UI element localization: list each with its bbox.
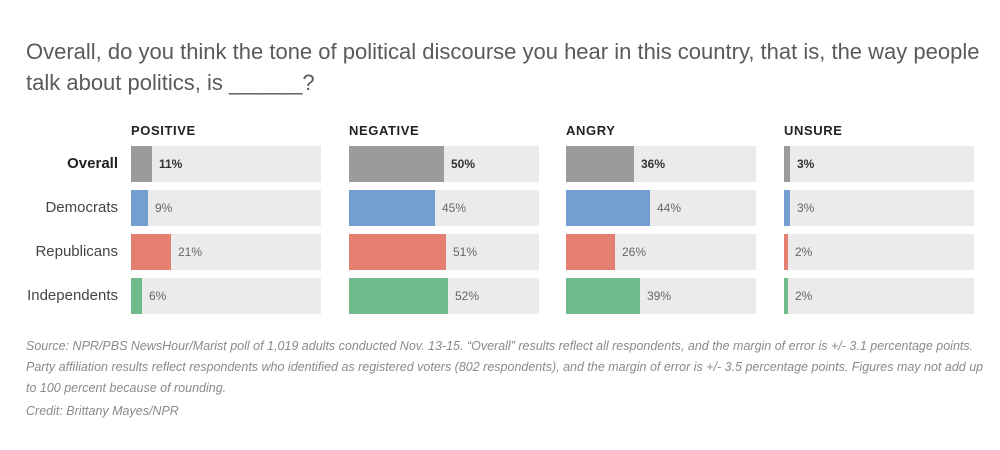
credit-note: Credit: Brittany Mayes/NPR bbox=[26, 404, 179, 418]
row-label-democrats: Democrats bbox=[45, 199, 118, 216]
data-label-negative-democrats: 45% bbox=[442, 201, 467, 215]
bar-track-unsure-republicans: 2% bbox=[784, 234, 974, 270]
bar-track-unsure-independents: 2% bbox=[784, 278, 974, 314]
bar-negative-democrats bbox=[349, 190, 435, 226]
bar-angry-independents bbox=[566, 278, 640, 314]
bar-angry-overall bbox=[566, 146, 634, 182]
bar-positive-democrats bbox=[131, 190, 148, 226]
data-label-angry-democrats: 44% bbox=[657, 201, 682, 215]
bar-track-negative-republicans: 51% bbox=[349, 234, 539, 270]
source-note: Source: NPR/PBS NewsHour/Marist poll of … bbox=[26, 339, 984, 395]
bar-negative-overall bbox=[349, 146, 444, 182]
data-label-positive-democrats: 9% bbox=[155, 201, 173, 215]
bar-track-angry-democrats: 44% bbox=[566, 190, 756, 226]
bar-unsure-republicans bbox=[784, 234, 788, 270]
data-label-positive-independents: 6% bbox=[149, 289, 167, 303]
bar-track-negative-overall: 50% bbox=[349, 146, 539, 182]
bar-track-positive-overall: 11% bbox=[131, 146, 321, 182]
data-label-positive-overall: 11% bbox=[159, 157, 183, 171]
data-label-unsure-independents: 2% bbox=[795, 289, 813, 303]
data-label-unsure-democrats: 3% bbox=[797, 201, 815, 215]
panel-header-negative: NEGATIVE bbox=[349, 123, 420, 138]
data-label-unsure-overall: 3% bbox=[797, 157, 815, 171]
bar-chart: Overall Democrats Republicans Independents P… bbox=[27, 123, 974, 314]
bar-unsure-independents bbox=[784, 278, 788, 314]
bar-track-angry-republicans: 26% bbox=[566, 234, 756, 270]
data-label-negative-independents: 52% bbox=[455, 289, 480, 303]
bar-track-unsure-democrats: 3% bbox=[784, 190, 974, 226]
bar-negative-independents bbox=[349, 278, 448, 314]
row-label-overall: Overall bbox=[67, 155, 118, 172]
data-label-unsure-republicans: 2% bbox=[795, 245, 813, 259]
panel-header-angry: ANGRY bbox=[566, 123, 616, 138]
bar-angry-republicans bbox=[566, 234, 615, 270]
bar-negative-republicans bbox=[349, 234, 446, 270]
data-label-negative-republicans: 51% bbox=[453, 245, 478, 259]
bar-track-angry-overall: 36% bbox=[566, 146, 756, 182]
bar-unsure-overall bbox=[784, 146, 790, 182]
chart-title: Overall, do you think the tone of politi… bbox=[26, 39, 980, 95]
data-label-positive-republicans: 21% bbox=[178, 245, 203, 259]
data-label-angry-independents: 39% bbox=[647, 289, 672, 303]
bar-positive-overall bbox=[131, 146, 152, 182]
bar-angry-democrats bbox=[566, 190, 650, 226]
bar-unsure-democrats bbox=[784, 190, 790, 226]
panel-header-positive: POSITIVE bbox=[131, 123, 196, 138]
bar-track-angry-independents: 39% bbox=[566, 278, 756, 314]
data-label-angry-republicans: 26% bbox=[622, 245, 647, 259]
bar-track-unsure-overall: 3% bbox=[784, 146, 974, 182]
data-label-angry-overall: 36% bbox=[641, 157, 666, 171]
bar-track-positive-republicans: 21% bbox=[131, 234, 321, 270]
bar-track-positive-democrats: 9% bbox=[131, 190, 321, 226]
bar-track-negative-democrats: 45% bbox=[349, 190, 539, 226]
data-label-negative-overall: 50% bbox=[451, 157, 476, 171]
row-label-independents: Independents bbox=[27, 287, 118, 304]
bar-track-negative-independents: 52% bbox=[349, 278, 539, 314]
panel-header-unsure: UNSURE bbox=[784, 123, 843, 138]
bar-positive-republicans bbox=[131, 234, 171, 270]
bar-track-positive-independents: 6% bbox=[131, 278, 321, 314]
bar-positive-independents bbox=[131, 278, 142, 314]
row-label-republicans: Republicans bbox=[35, 243, 118, 260]
